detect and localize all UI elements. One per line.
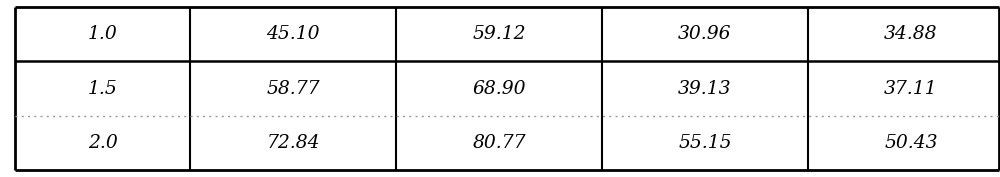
Text: 55.15: 55.15: [678, 134, 732, 152]
Text: 37.11: 37.11: [884, 79, 938, 98]
Text: 80.77: 80.77: [472, 134, 526, 152]
Text: 30.96: 30.96: [678, 25, 732, 43]
Text: 59.12: 59.12: [472, 25, 526, 43]
Text: 58.77: 58.77: [266, 79, 320, 98]
Text: 50.43: 50.43: [884, 134, 938, 152]
Text: 34.88: 34.88: [884, 25, 938, 43]
Text: 1.0: 1.0: [88, 25, 117, 43]
Text: 68.90: 68.90: [472, 79, 526, 98]
Text: 2.0: 2.0: [88, 134, 117, 152]
Text: 39.13: 39.13: [678, 79, 732, 98]
Text: 1.5: 1.5: [88, 79, 117, 98]
Text: 72.84: 72.84: [266, 134, 320, 152]
Text: 45.10: 45.10: [266, 25, 320, 43]
